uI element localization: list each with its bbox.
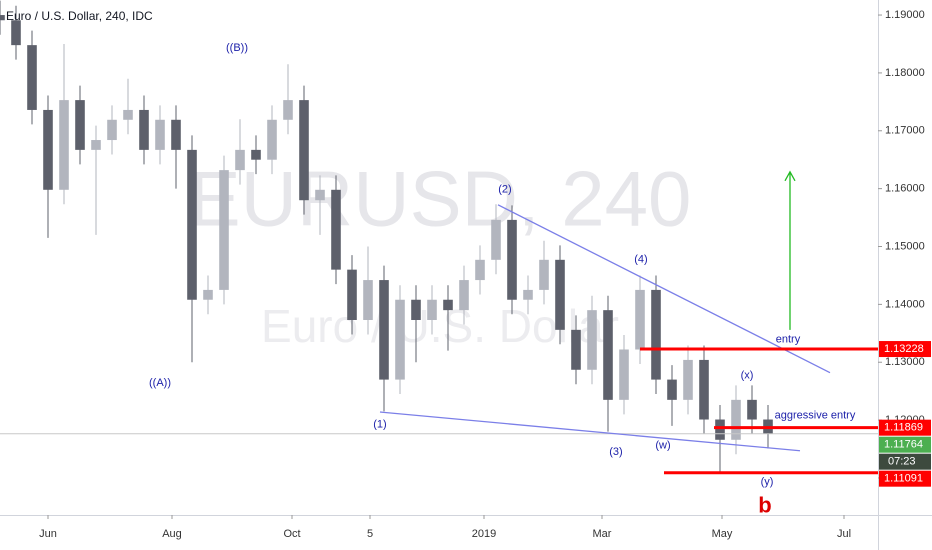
candle-body (443, 299, 453, 311)
candle-body (267, 119, 277, 160)
candle-body (427, 299, 437, 320)
candle-body (555, 259, 565, 330)
candle-body (107, 119, 117, 141)
x-tick-label: May (712, 528, 733, 540)
annotation: ((A)) (149, 377, 171, 389)
y-tick-label: 1.16000 (885, 183, 925, 195)
candle-body (91, 140, 101, 150)
countdown: 07:23 (888, 456, 916, 468)
annotation: aggressive entry (775, 409, 856, 421)
candle-body (715, 419, 725, 440)
candle-body (619, 349, 629, 400)
chart-title: Euro / U.S. Dollar, 240, IDC (6, 9, 153, 23)
candle-body (299, 100, 309, 201)
candle-body (203, 289, 213, 300)
candle-body (683, 359, 693, 400)
annotation: (4) (634, 254, 647, 266)
level-price-label-box: 1.11091 (879, 470, 931, 487)
y-tick-label: 1.19000 (885, 9, 925, 21)
arrow (784, 170, 796, 330)
x-tick-label: Mar (593, 528, 612, 540)
candle-body (507, 219, 517, 300)
candle-body (251, 149, 261, 160)
countdown-bg (879, 453, 931, 470)
candle-body (523, 289, 533, 300)
x-tick-label: 5 (367, 528, 373, 540)
annotation: (w) (655, 439, 670, 451)
candle-body (411, 299, 421, 320)
candle-body (331, 189, 341, 270)
candle-body (43, 109, 53, 190)
candle-body (491, 219, 501, 260)
y-tick-label: 1.18000 (885, 67, 925, 79)
candle-body (235, 149, 245, 171)
level-price-label: 1.13228 (884, 343, 924, 355)
price-label-bg (879, 436, 931, 453)
candle-body (747, 399, 757, 420)
level-price-label: 1.11091 (884, 473, 923, 485)
candle-body (219, 170, 229, 290)
candle-body (395, 299, 405, 380)
price-label-bg (879, 341, 931, 358)
last-price-label: 1.11764 (884, 439, 923, 451)
candle-body (475, 259, 485, 281)
last-price-label-box: 1.11764 07:23 (879, 436, 931, 470)
candle-body (283, 100, 293, 120)
annotation: entry (776, 334, 801, 346)
candle-body (363, 280, 373, 320)
x-tick-label: Jun (39, 528, 57, 540)
x-tick-label: Aug (162, 528, 182, 540)
candle-body (347, 269, 357, 320)
x-tick-label: Oct (283, 528, 300, 540)
candle-body (75, 100, 85, 150)
candle-body (27, 45, 37, 110)
y-tick-label: 1.17000 (885, 125, 925, 137)
level-price-label-box: 1.13228 (879, 341, 931, 358)
trend-line (497, 204, 831, 374)
watermark-sub: Euro / U.S. Dollar (261, 300, 619, 352)
annotation: (x) (741, 369, 754, 381)
candle-body (171, 119, 181, 150)
candle-body (59, 100, 69, 190)
candle-body (459, 280, 469, 311)
candle-body (11, 20, 21, 46)
candle-body (139, 109, 149, 150)
candle-body (667, 379, 677, 400)
candle-body (651, 289, 661, 380)
x-tick-label: Jul (837, 528, 851, 540)
trend-line (379, 411, 801, 452)
candle-body (571, 329, 581, 370)
annotation: ((B)) (226, 42, 248, 54)
candle-body (123, 109, 133, 120)
candle-body (187, 149, 197, 300)
x-tick-label: 2019 (472, 528, 496, 540)
candle-body (315, 189, 325, 201)
candle-body (539, 259, 549, 290)
annotation: (2) (498, 184, 511, 196)
candle-body (731, 399, 741, 440)
annotation: (1) (373, 419, 386, 431)
candle-body (379, 280, 389, 380)
level-price-label-box: 1.11869 (879, 419, 931, 436)
y-tick-label: 1.13000 (885, 356, 925, 368)
y-tick-label: 1.15000 (885, 240, 925, 252)
annotation: b (758, 493, 771, 518)
candle-body (155, 119, 165, 150)
candle-body (635, 289, 645, 350)
price-label-bg (879, 470, 931, 487)
candle-body (587, 310, 597, 370)
y-tick-label: 1.14000 (885, 298, 925, 310)
candle-body (699, 359, 709, 420)
candle-body (0, 15, 5, 21)
watermark: EURUSD, 240 (189, 155, 692, 243)
annotation: (3) (609, 446, 622, 458)
annotation: (y) (761, 476, 774, 488)
price-label-bg (879, 419, 931, 436)
level-price-label: 1.11869 (884, 422, 923, 434)
candle-body (603, 310, 613, 400)
